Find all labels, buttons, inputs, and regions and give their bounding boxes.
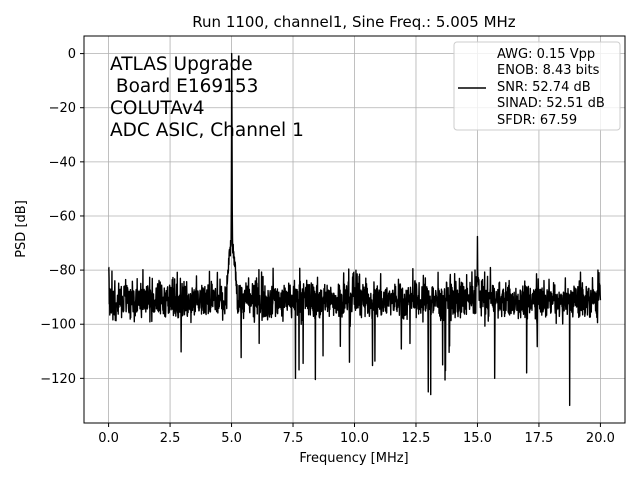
grid-lines: [84, 36, 625, 423]
x-axis-label: Frequency [MHz]: [299, 451, 408, 466]
y-tick-label: 0: [68, 47, 76, 62]
legend-entry-enob: ENOB: 8.43 bits: [497, 63, 600, 78]
x-tick-label: 12.5: [402, 431, 431, 446]
y-tick-label: −100: [40, 318, 76, 333]
legend-entry-snr: SNR: 52.74 dB: [497, 80, 591, 95]
annotation-line-3: COLUTAv4: [110, 98, 205, 119]
x-axis-ticks: 0.0 2.5 5.0 7.5 10.0 12.5 15.0 17.5 20.0: [98, 423, 615, 446]
legend-box: [453, 41, 621, 131]
annotation-line-4: ADC ASIC, Channel 1: [110, 120, 304, 141]
legend: AWG: 0.15 Vpp ENOB: 8.43 bits SNR: 52.74…: [453, 41, 621, 131]
x-tick-label: 15.0: [463, 431, 492, 446]
annotation-line-2: Board E169153: [110, 76, 258, 97]
legend-entry-sinad: SINAD: 52.51 dB: [497, 96, 605, 111]
psd-series-line: [108, 52, 602, 407]
y-tick-label: −120: [40, 372, 76, 387]
x-tick-label: 20.0: [586, 431, 615, 446]
x-tick-label: 7.5: [283, 431, 304, 446]
y-tick-label: −20: [49, 101, 76, 116]
y-axis-label: PSD [dB]: [14, 200, 29, 258]
y-tick-label: −80: [49, 264, 76, 279]
annotation-line-1: ATLAS Upgrade: [110, 54, 253, 75]
legend-entry-awg: AWG: 0.15 Vpp: [497, 47, 595, 62]
chart-title: Run 1100, channel1, Sine Freq.: 5.005 MH…: [192, 13, 516, 31]
plot-area: [108, 52, 602, 407]
annotation-block: ATLAS Upgrade Board E169153 COLUTAv4 ADC…: [110, 54, 304, 141]
x-tick-label: 2.5: [160, 431, 181, 446]
x-tick-label: 0.0: [98, 431, 119, 446]
x-tick-label: 5.0: [221, 431, 242, 446]
legend-entry-sfdr: SFDR: 67.59: [497, 113, 577, 128]
y-axis-ticks: 0 −20 −40 −60 −80 −100 −120: [40, 47, 84, 387]
x-tick-label: 17.5: [524, 431, 553, 446]
x-tick-label: 10.0: [340, 431, 369, 446]
y-tick-label: −40: [49, 155, 76, 170]
y-tick-label: −60: [49, 209, 76, 224]
